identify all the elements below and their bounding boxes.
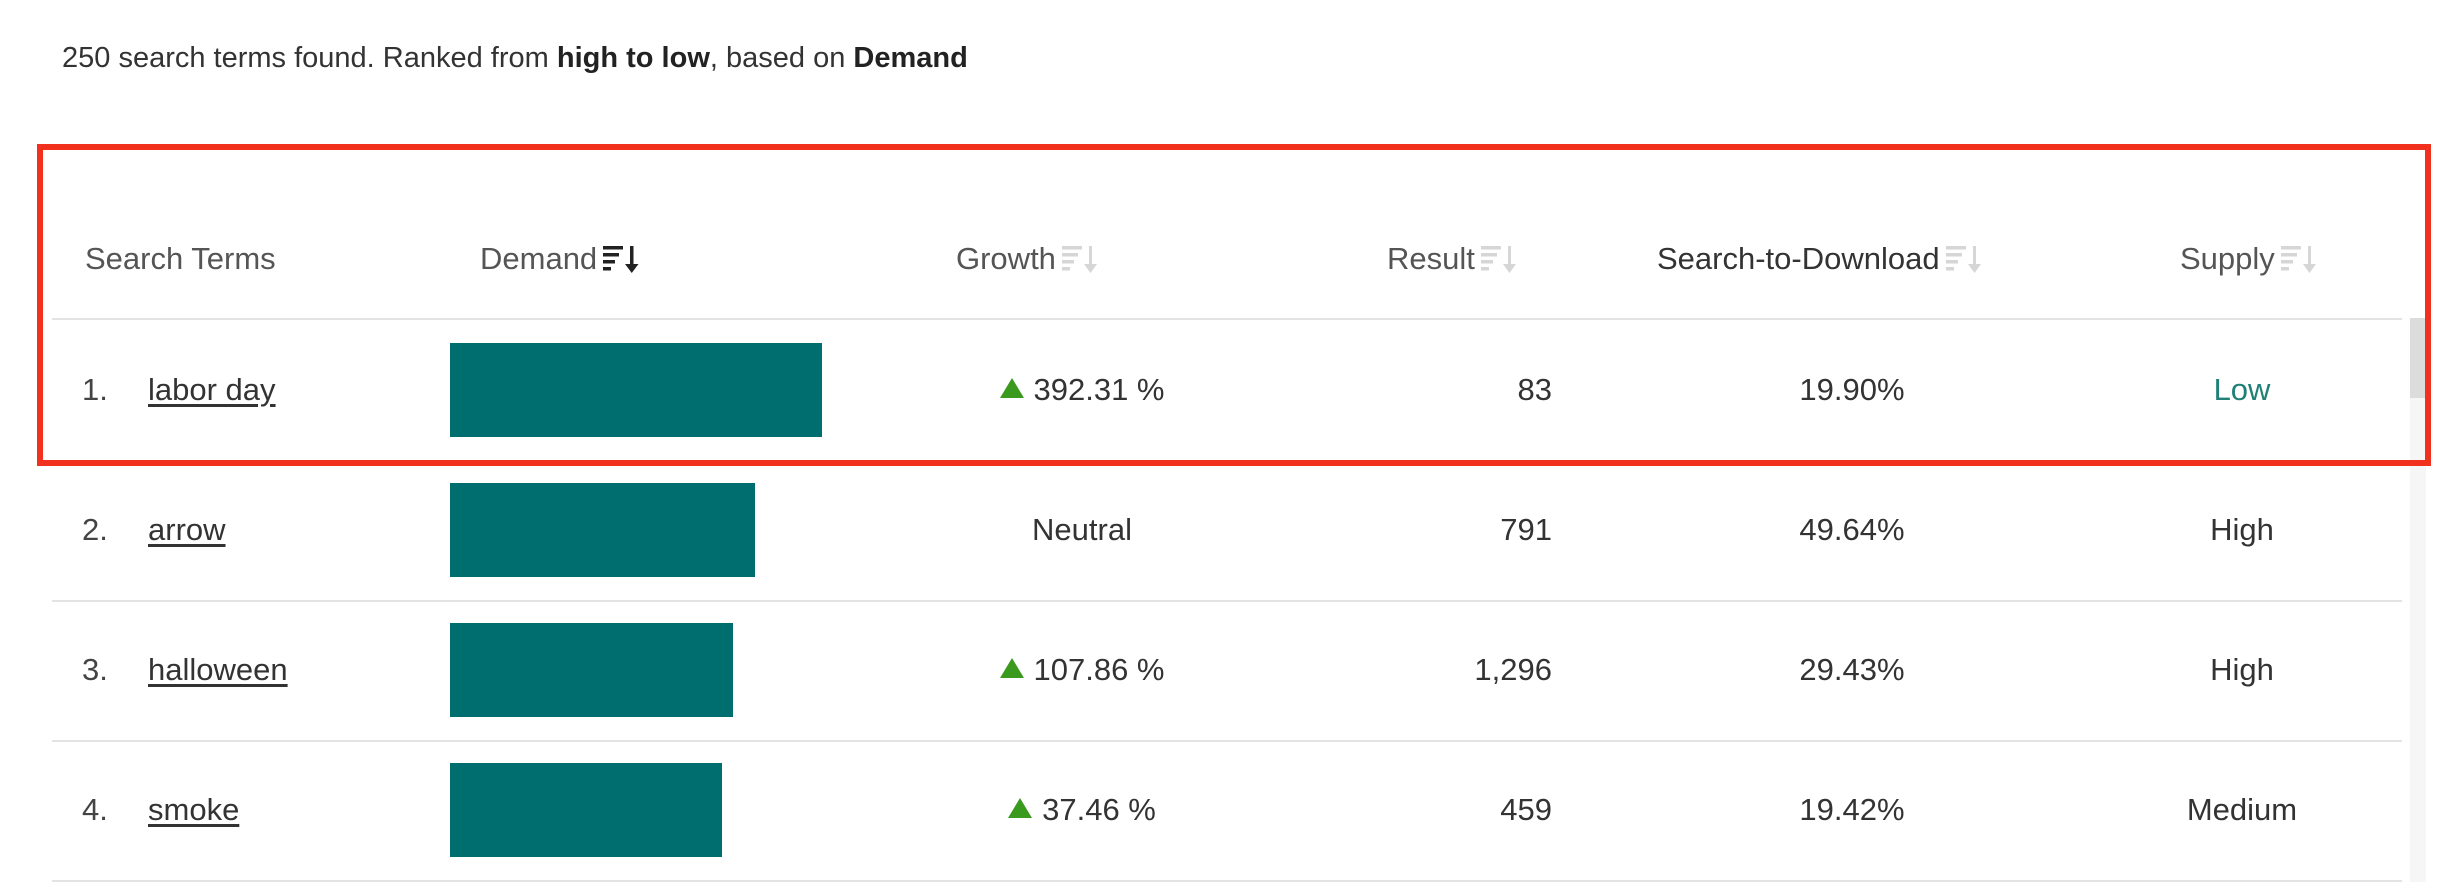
- row-rank: 3.: [82, 652, 108, 687]
- demand-bar: [450, 343, 822, 437]
- sort-icon[interactable]: [1944, 242, 1988, 276]
- growth-text: 37.46 %: [1042, 792, 1156, 827]
- header-search-to-download-label: Search-to-Download: [1657, 241, 1940, 276]
- summary-sort-order: high to low: [556, 42, 710, 74]
- row-rank: 2.: [82, 512, 108, 547]
- search-to-download-value: 49.64%: [1799, 512, 1905, 547]
- demand-bar: [450, 763, 722, 857]
- sort-icon[interactable]: [1479, 242, 1523, 276]
- table-row: 2. arrow Neutral 791 49.64% High: [52, 460, 2402, 602]
- header-search-to-download[interactable]: Search-to-Download: [1657, 200, 1988, 318]
- header-supply-label: Supply: [2180, 241, 2275, 276]
- growth-text: 392.31 %: [1033, 372, 1165, 407]
- growth-up-icon: [999, 378, 1024, 398]
- result-count: 459: [1500, 792, 1552, 827]
- supply-value: High: [2210, 652, 2274, 687]
- header-result[interactable]: Result: [1387, 200, 1523, 318]
- sort-descending-icon[interactable]: [601, 242, 645, 276]
- search-term-link[interactable]: smoke: [148, 792, 240, 827]
- search-term-link[interactable]: labor day: [148, 372, 276, 407]
- results-count: 250: [62, 42, 111, 74]
- header-growth[interactable]: Growth: [956, 200, 1104, 318]
- search-to-download-value: 19.42%: [1799, 792, 1905, 827]
- table-header: Search Terms Demand Growth: [52, 200, 2402, 320]
- search-to-download-value: 29.43%: [1799, 652, 1905, 687]
- result-count: 791: [1500, 512, 1552, 547]
- search-to-download-value: 19.90%: [1799, 372, 1905, 407]
- growth-value: 37.46 %: [912, 740, 1252, 880]
- sort-icon[interactable]: [2279, 242, 2323, 276]
- header-growth-label: Growth: [956, 241, 1056, 276]
- growth-up-icon: [999, 658, 1024, 678]
- summary-text-1: search terms found. Ranked from: [110, 42, 557, 74]
- demand-bar: [450, 623, 733, 717]
- summary-sort-field: Demand: [853, 42, 968, 74]
- row-rank: 4.: [82, 792, 108, 827]
- demand-bar: [450, 483, 755, 577]
- summary-text-2: , based on: [709, 42, 854, 74]
- table-row: 3. halloween 107.86 % 1,296 29.43% High: [52, 600, 2402, 742]
- table-row: 4. smoke 37.46 % 459 19.42% Medium: [52, 740, 2402, 882]
- row-rank: 1.: [82, 372, 108, 407]
- scrollbar-thumb[interactable]: [2410, 318, 2426, 398]
- sort-icon[interactable]: [1060, 242, 1104, 276]
- growth-value: Neutral: [912, 460, 1252, 600]
- search-term-link[interactable]: halloween: [148, 652, 288, 687]
- header-search-terms[interactable]: Search Terms: [85, 200, 276, 318]
- growth-value: 392.31 %: [912, 320, 1252, 460]
- header-search-terms-label: Search Terms: [85, 241, 276, 276]
- growth-up-icon: [1008, 798, 1033, 818]
- search-term-link[interactable]: arrow: [148, 512, 226, 547]
- scrollbar-track[interactable]: [2410, 318, 2426, 882]
- result-count: 83: [1517, 372, 1552, 407]
- growth-text: 107.86 %: [1033, 652, 1165, 687]
- supply-value: Low: [2213, 372, 2271, 407]
- growth-text: Neutral: [1032, 512, 1132, 547]
- header-demand-label: Demand: [480, 241, 598, 276]
- header-result-label: Result: [1387, 241, 1475, 276]
- growth-value: 107.86 %: [912, 600, 1252, 740]
- header-supply[interactable]: Supply: [2180, 200, 2323, 318]
- result-count: 1,296: [1474, 652, 1552, 687]
- supply-value: Medium: [2186, 792, 2298, 827]
- table-row: 1. labor day 392.31 % 83 19.90% Low: [52, 320, 2402, 462]
- results-summary: 250 search terms found. Ranked from high…: [62, 42, 968, 75]
- supply-value: High: [2210, 512, 2274, 547]
- header-demand[interactable]: Demand: [480, 200, 645, 318]
